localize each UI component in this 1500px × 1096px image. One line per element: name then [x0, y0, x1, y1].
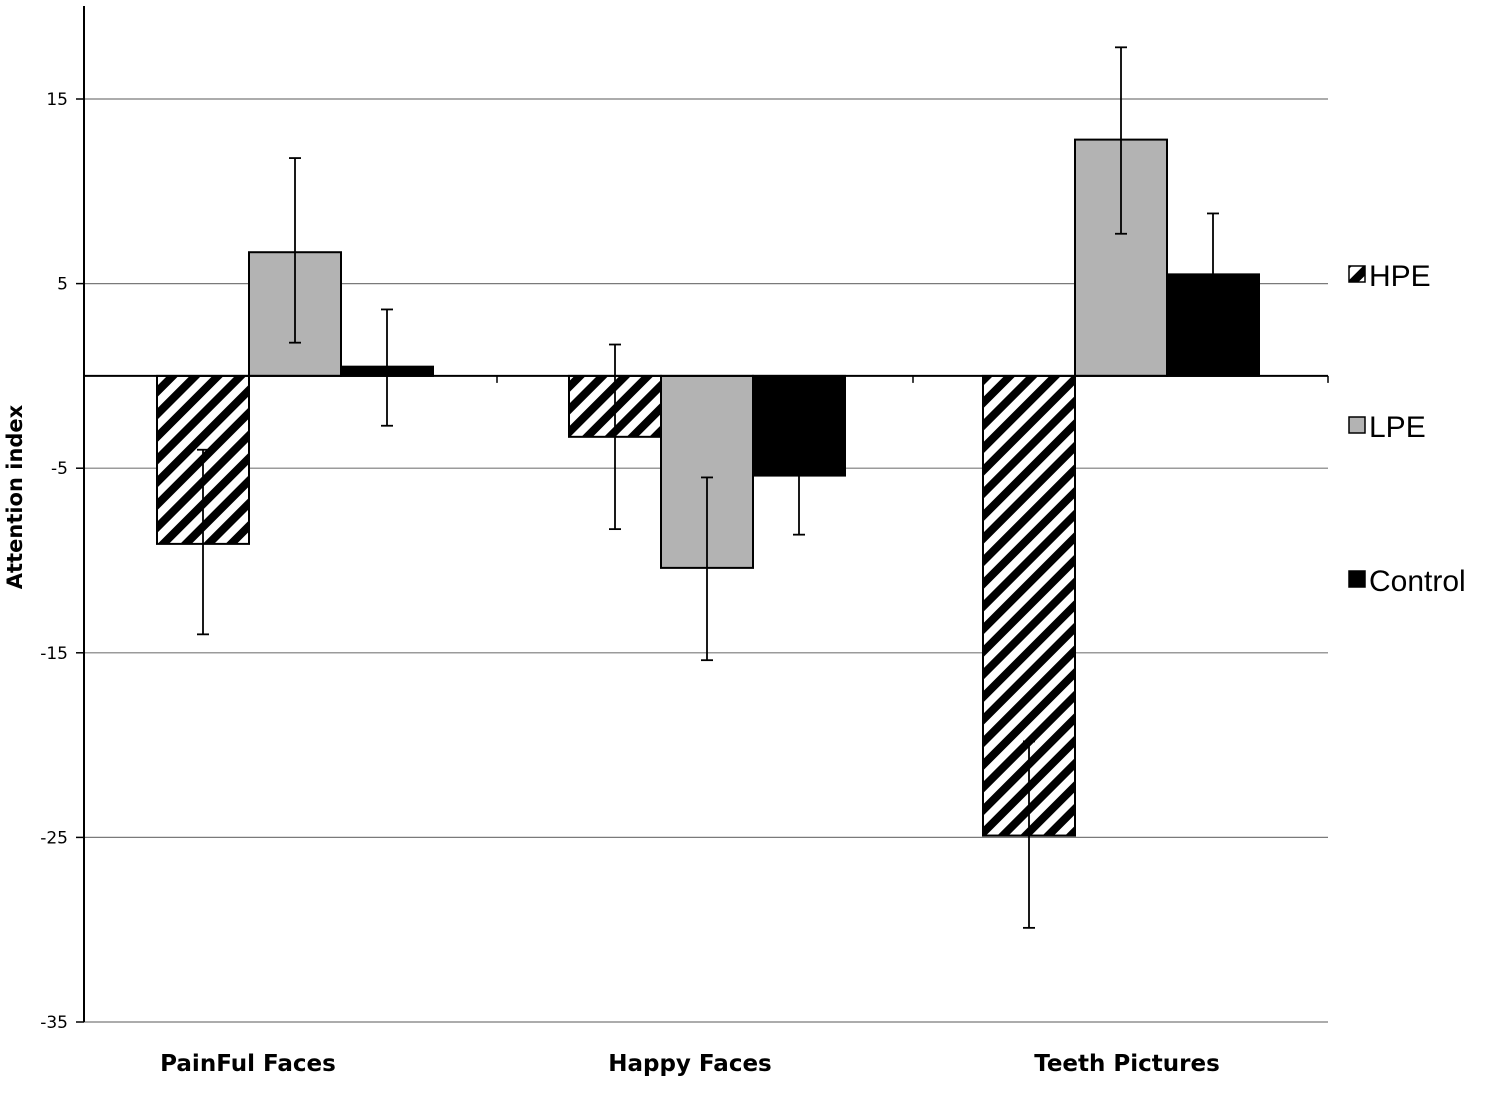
y-tick-label: 15 [46, 90, 68, 110]
y-axis-title: Attention index [3, 404, 27, 589]
y-tick-label: -5 [51, 459, 68, 479]
legend-swatch-control [1348, 570, 1366, 588]
legend-label-hpe: HPE [1369, 260, 1431, 293]
legend-swatch-hpe [1348, 265, 1366, 283]
legend-swatch-lpe [1348, 416, 1366, 434]
bars [156, 138, 1260, 837]
legend: HPE LPE Control [1348, 260, 1466, 598]
category-label: PainFul Faces [160, 1051, 336, 1077]
legend-label-control: Control [1369, 565, 1466, 598]
category-label: Happy Faces [608, 1051, 772, 1077]
y-tick-label: -35 [40, 1013, 68, 1033]
axes [76, 6, 1329, 1023]
y-tick-label: -25 [40, 828, 68, 848]
legend-label-lpe: LPE [1369, 411, 1426, 444]
axis-labels: 15 5 -5 -15 -25 -35 PainFul Faces Happy Faces Te… [3, 90, 1220, 1077]
error-bars [197, 46, 1219, 929]
y-tick-label: -15 [40, 644, 68, 664]
y-tick-label: 5 [57, 275, 68, 295]
category-label: Teeth Pictures [1034, 1051, 1220, 1077]
